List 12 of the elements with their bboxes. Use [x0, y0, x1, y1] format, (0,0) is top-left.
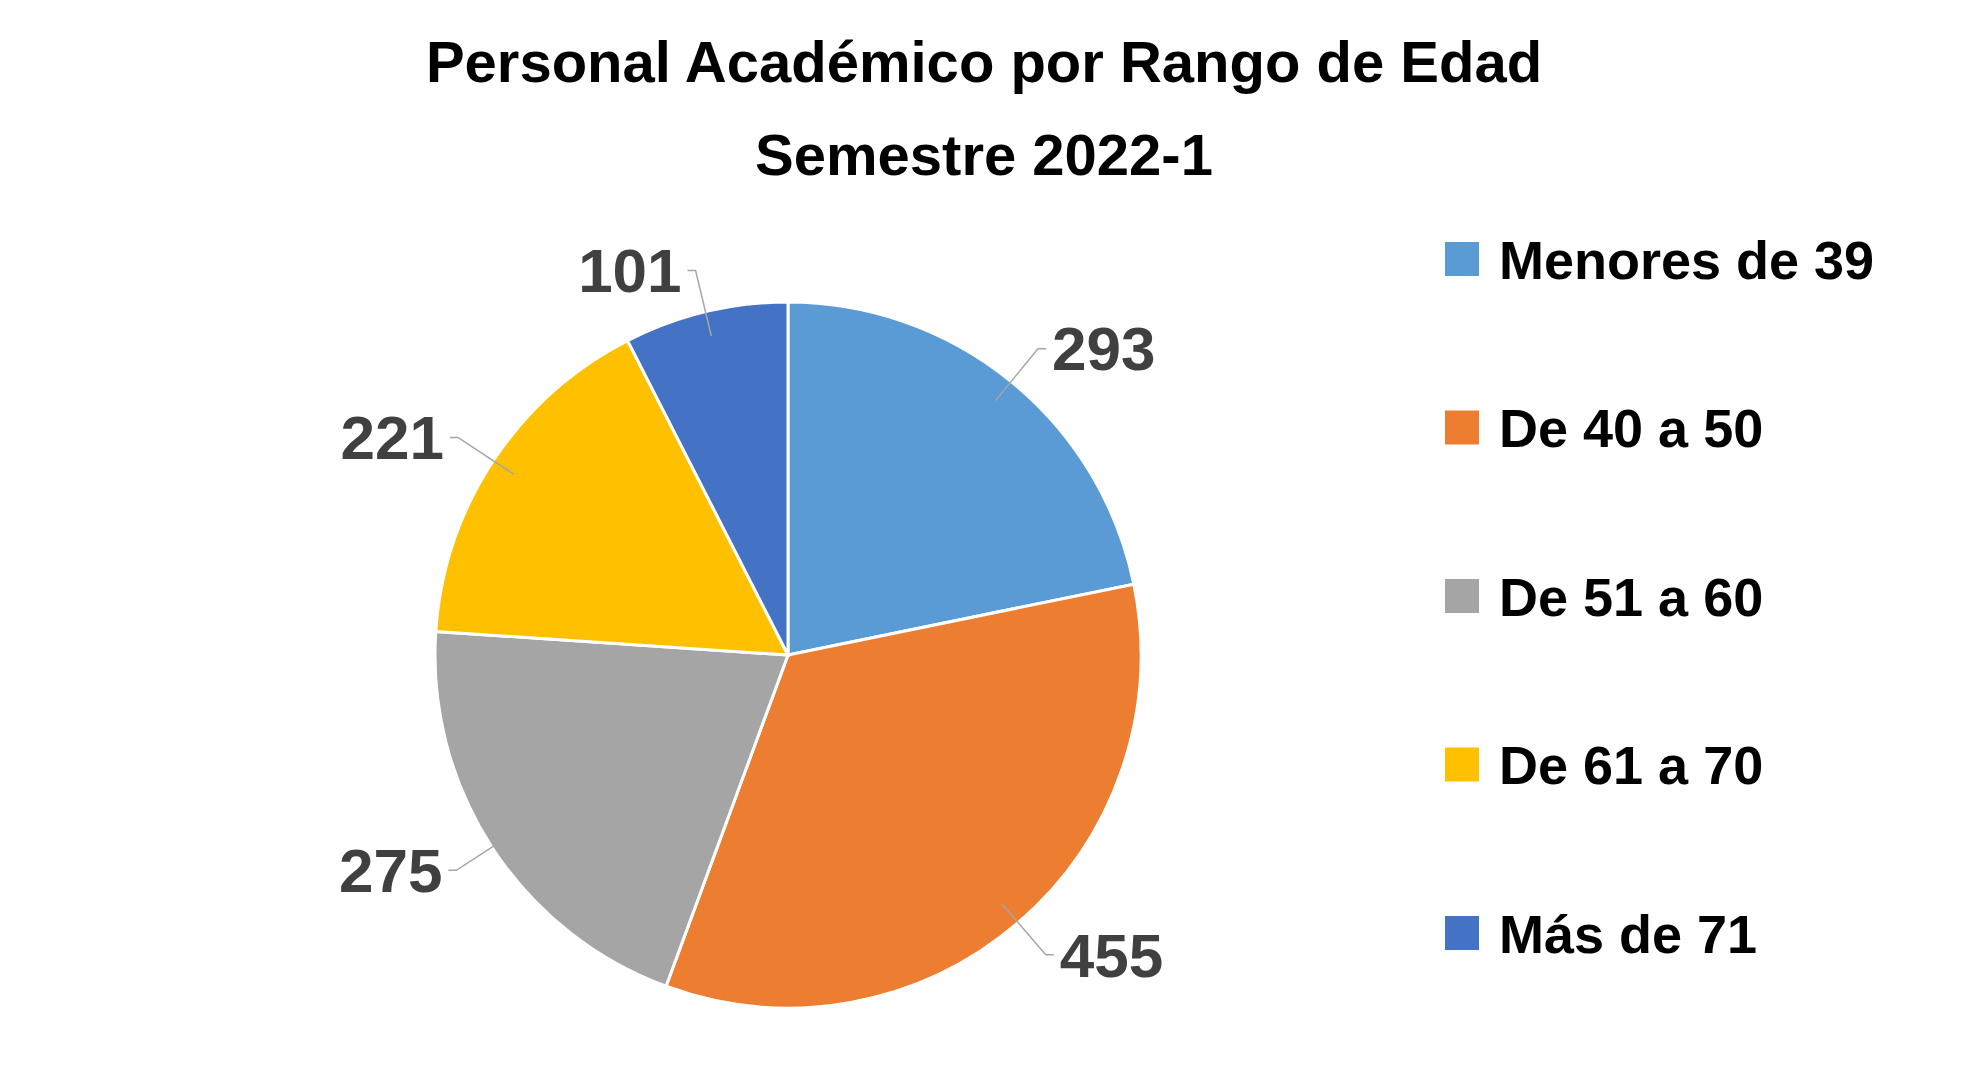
- legend-label: De 61 a 70: [1499, 735, 1764, 796]
- data-label: 101: [578, 236, 682, 306]
- data-label: 455: [1059, 920, 1164, 990]
- legend-label: Más de 71: [1499, 903, 1758, 964]
- legend-label: De 51 a 60: [1499, 566, 1764, 627]
- data-label: 293: [1051, 314, 1156, 384]
- chart-subtitle: Semestre 2022-1: [755, 122, 1213, 187]
- chart-title: Personal Académico por Rango de Edad: [425, 29, 1543, 94]
- legend-label: Menores de 39: [1499, 229, 1875, 290]
- legend-label: De 40 a 50: [1499, 398, 1764, 459]
- data-label: 221: [340, 403, 444, 473]
- data-label: 275: [338, 835, 443, 905]
